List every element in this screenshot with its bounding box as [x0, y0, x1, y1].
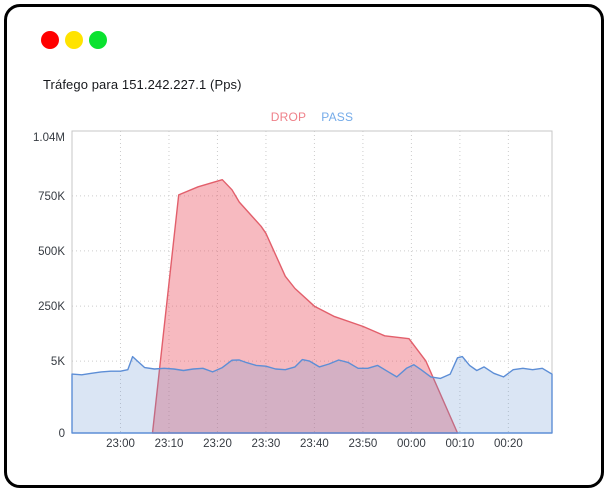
y-tick-label: 1.04M — [33, 132, 65, 144]
x-tick-label: 00:10 — [445, 438, 474, 450]
x-tick-label: 00:20 — [494, 438, 523, 450]
y-tick-label: 5K — [51, 356, 65, 368]
x-tick-label: 23:10 — [155, 438, 184, 450]
y-tick-label: 250K — [38, 301, 65, 313]
y-tick-label: 500K — [38, 246, 65, 258]
x-tick-label: 23:50 — [349, 438, 378, 450]
x-tick-label: 23:00 — [106, 438, 135, 450]
x-tick-label: 23:20 — [203, 438, 232, 450]
y-tick-label: 750K — [38, 191, 65, 203]
y-tick-label: 0 — [59, 428, 65, 440]
app-window: Tráfego para 151.242.227.1 (Pps) DROP PA… — [4, 4, 604, 488]
x-tick-label: 23:40 — [300, 438, 329, 450]
x-tick-label: 00:00 — [397, 438, 426, 450]
x-tick-label: 23:30 — [252, 438, 281, 450]
traffic-area-chart[interactable]: 23:00 23:10 23:20 23:30 23:40 23:50 00:00 00:10… — [3, 3, 608, 495]
series-area-pass — [72, 357, 552, 433]
